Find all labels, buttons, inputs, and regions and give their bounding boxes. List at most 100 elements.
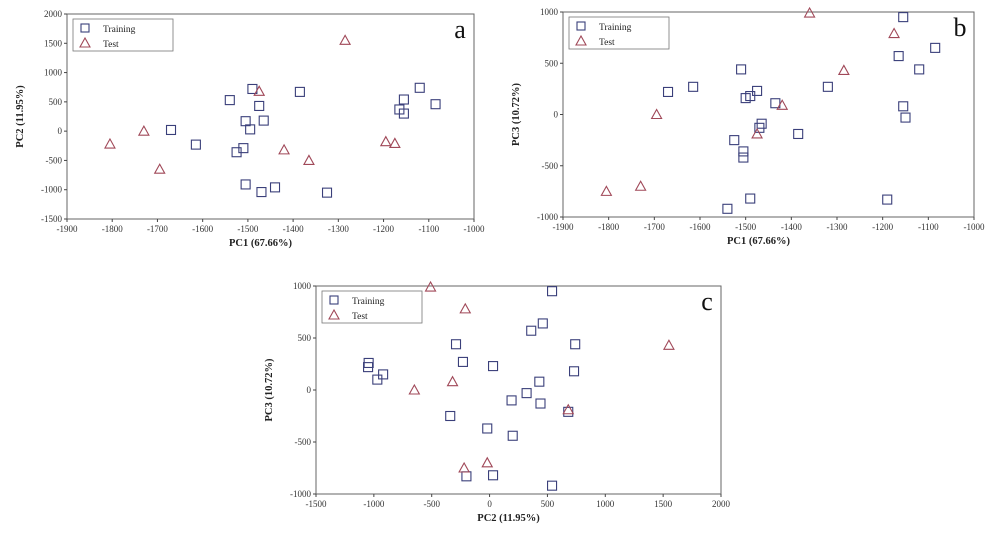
panel-c-training-point [526,325,537,336]
panel-c-legend-square-icon [329,295,339,305]
panel-c-training-point [568,366,580,377]
panel-c-x-tick-label: -500 [423,499,440,509]
panel-c-training-point [457,356,469,367]
panel-a-x-tick-label: -1800 [102,224,123,234]
panel-c-x-tick-label: 500 [541,499,555,509]
panel-a-training-point [224,95,235,106]
panel-a-x-tick-label: -1400 [283,224,304,234]
panel-c-x-tick-label: 2000 [712,499,731,509]
panel-b-training-point [745,91,756,102]
panel-b-training-point [745,193,756,204]
panel-c-test-point [481,456,494,468]
panel-c-x-axis-label: PC2 (11.95%) [477,513,540,524]
panel-c-training-point [487,361,499,372]
panel-c-training-point [507,430,518,441]
panel-b-test-point [751,127,764,139]
panel-c-y-tick-label: 500 [298,333,312,343]
panel-a-y-tick-label: -500 [46,155,63,165]
panel-a-y-tick-label: 1000 [44,68,63,78]
panel-a-training-point [430,99,441,110]
panel-c-training-point [537,318,548,329]
panel-b-training-point [770,98,781,109]
panel-b-test-point [650,108,663,120]
panel-a-test-point [388,137,401,148]
panel-b-training-point [736,64,747,75]
scatter-panel-b: -1900 -1800 -1700 -1600 -1500 -1400 -1300 -1200… [511,6,985,247]
panel-a-legend-triangle-icon [79,36,91,48]
panel-b-test-point [776,99,789,110]
panel-a-training-point [398,108,409,119]
panel-c-legend [321,290,423,324]
panel-b-y-axis-label: PC3 (10.72%) [511,83,522,146]
panel-c-x-tick-label: 1500 [654,499,673,509]
panel-c-training-point [363,357,374,369]
panel-a-test-point [303,154,315,165]
panel-b-training-point [898,12,909,23]
panel-a-legend-training-label: Training [103,25,136,35]
panel-b-training-point [738,146,749,157]
panel-a-y-tick-label: 2000 [44,9,63,19]
panel-a-training-point [414,82,425,93]
panel-b-letter: b [954,13,967,42]
panel-b-training-point [793,128,804,140]
panel-a-training-point [258,115,269,126]
panel-b-x-tick-label: -1800 [598,222,619,232]
panel-a-x-tick-label: -1500 [237,224,258,234]
panel-b-x-tick-label: -1400 [781,222,802,232]
panel-c-training-point [535,398,546,409]
panel-c-training-point [547,286,558,297]
panel-a-x-tick-label: -1900 [57,224,78,234]
panel-c-training-point [534,376,545,387]
panel-b-legend-training-label: Training [599,23,632,33]
panel-c-test-point [459,302,472,314]
panel-b-training-point [900,112,911,123]
panel-c-y-tick-label: -500 [295,437,312,447]
panel-b-legend-test-label: Test [599,38,615,48]
panel-a-training-point [165,124,177,136]
panel-a-x-tick-label: -1600 [192,224,213,234]
panel-a-y-tick-label: 0 [58,126,63,136]
panel-b-y-tick-label: 0 [554,110,559,120]
panel-a-test-point [104,137,116,149]
panel-b-test-point [888,27,901,39]
panel-c-training-point [506,395,517,406]
panel-c-training-point [378,369,389,380]
panel-c-y-tick-label: 1000 [293,281,312,291]
panel-a-letter: a [454,15,466,44]
panel-a-training-point [247,83,258,95]
panel-b-y-tick-label: 500 [545,58,559,68]
panel-c-y-tick-label: 0 [307,385,312,395]
panel-a-x-tick-label: -1000 [464,224,485,234]
panel-c-training-point [450,339,462,350]
panel-c-training-point [461,471,472,482]
panel-c-test-point [562,403,575,415]
panel-b-training-point [822,81,833,92]
panel-a-training-point [269,182,281,193]
panel-b-training-point [893,51,904,62]
panel-c-legend-triangle-icon [328,308,340,320]
panel-b-x-tick-label: -1200 [872,222,893,232]
panel-a-x-tick-label: -1300 [328,224,349,234]
panel-c-x-tick-label: 1000 [596,499,615,509]
panel-a-training-point [294,86,305,97]
panel-b-y-tick-label: 1000 [540,7,559,17]
panel-b-x-tick-label: -1700 [644,222,665,232]
panel-a-test-point [379,135,392,147]
panel-a-test-point [153,163,166,174]
panel-b-x-axis-label: PC1 (67.66%) [727,236,790,247]
panel-b-test-point [837,64,850,75]
panel-c-training-point [570,339,581,350]
scatter-panel-a: -1900 -1800 -1700 -1600 -1500 -1400 -1300 -1200… [15,9,485,249]
panel-b-test-point [803,6,816,18]
panel-a-legend-test-label: Test [103,40,119,50]
panel-c-x-tick-label: 0 [487,499,492,509]
panel-c-test-point [662,339,675,350]
panel-c-x-tick-label: -1000 [363,499,384,509]
panel-b-training-point [914,64,925,75]
panel-a-y-axis-label: PC2 (11.95%) [15,85,26,148]
panel-b-test-point [634,180,647,191]
panel-a-x-tick-label: -1200 [373,224,394,234]
panel-c-training-point [521,388,532,399]
panel-a-test-point [253,85,266,96]
